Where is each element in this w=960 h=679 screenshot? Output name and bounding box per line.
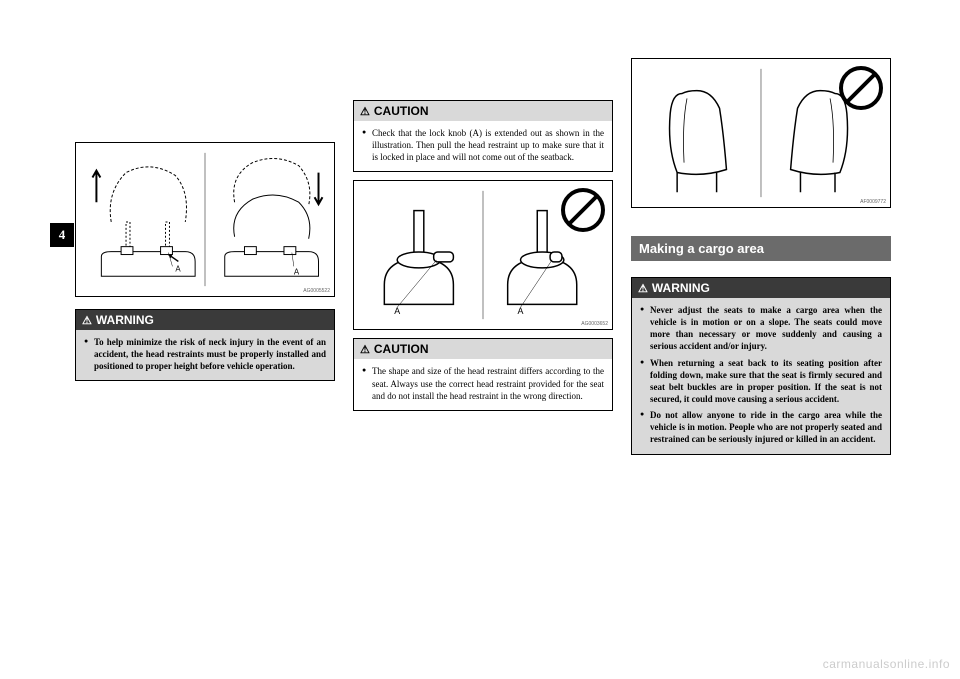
chapter-tab: 4 bbox=[50, 223, 74, 247]
caution-body: The shape and size of the head restraint… bbox=[354, 359, 612, 409]
warning-item: To help minimize the risk of neck injury… bbox=[84, 336, 326, 372]
warning-label: WARNING bbox=[652, 281, 710, 295]
svg-text:A: A bbox=[175, 264, 181, 273]
warning-icon: ⚠ bbox=[638, 282, 648, 295]
caution-icon: ⚠ bbox=[360, 105, 370, 118]
warning-head: ⚠ WARNING bbox=[76, 310, 334, 330]
caution-body: Check that the lock knob (A) is extended… bbox=[354, 121, 612, 171]
warning-icon: ⚠ bbox=[82, 314, 92, 327]
caution-label: CAUTION bbox=[374, 342, 429, 356]
caution-callout-1: ⚠ CAUTION Check that the lock knob (A) i… bbox=[353, 100, 613, 172]
column-3: AF0009772 Making a cargo area ⚠ WARNING … bbox=[631, 100, 891, 620]
svg-text:A: A bbox=[518, 307, 524, 317]
warning-callout-cargo: ⚠ WARNING Never adjust the seats to make… bbox=[631, 277, 891, 455]
svg-text:A: A bbox=[294, 267, 300, 276]
prohibit-icon bbox=[838, 65, 884, 111]
illustration-code: AG0005522 bbox=[303, 288, 330, 294]
warning-item: Never adjust the seats to make a cargo a… bbox=[640, 304, 882, 353]
page-content: A A AG0005522 bbox=[75, 100, 895, 620]
prohibit-icon bbox=[560, 187, 606, 233]
illustration-code: AG0003652 bbox=[581, 321, 608, 327]
warning-callout: ⚠ WARNING To help minimize the risk of n… bbox=[75, 309, 335, 381]
illustration-code: AF0009772 bbox=[860, 199, 886, 205]
caution-head: ⚠ CAUTION bbox=[354, 101, 612, 121]
warning-item: Do not allow anyone to ride in the cargo… bbox=[640, 409, 882, 445]
caution-icon: ⚠ bbox=[360, 343, 370, 356]
caution-callout-2: ⚠ CAUTION The shape and size of the head… bbox=[353, 338, 613, 410]
warning-body: To help minimize the risk of neck injury… bbox=[76, 330, 334, 380]
warning-head: ⚠ WARNING bbox=[632, 278, 890, 298]
caution-item: Check that the lock knob (A) is extended… bbox=[362, 127, 604, 163]
caution-label: CAUTION bbox=[374, 104, 429, 118]
warning-label: WARNING bbox=[96, 313, 154, 327]
head-restraint-remove-illustration: A A AG0005522 bbox=[75, 142, 335, 297]
watermark: carmanualsonline.info bbox=[823, 657, 950, 671]
warning-body: Never adjust the seats to make a cargo a… bbox=[632, 298, 890, 454]
column-2: ⚠ CAUTION Check that the lock knob (A) i… bbox=[353, 100, 613, 620]
column-1: A A AG0005522 bbox=[75, 100, 335, 620]
caution-head: ⚠ CAUTION bbox=[354, 339, 612, 359]
warning-item: When returning a seat back to its seatin… bbox=[640, 357, 882, 406]
head-restraint-direction-illustration: AF0009772 bbox=[631, 58, 891, 208]
caution-item: The shape and size of the head restraint… bbox=[362, 365, 604, 401]
svg-text:A: A bbox=[394, 307, 400, 317]
section-heading: Making a cargo area bbox=[631, 236, 891, 261]
lock-knob-illustration: A A AG0003652 bbox=[353, 180, 613, 330]
